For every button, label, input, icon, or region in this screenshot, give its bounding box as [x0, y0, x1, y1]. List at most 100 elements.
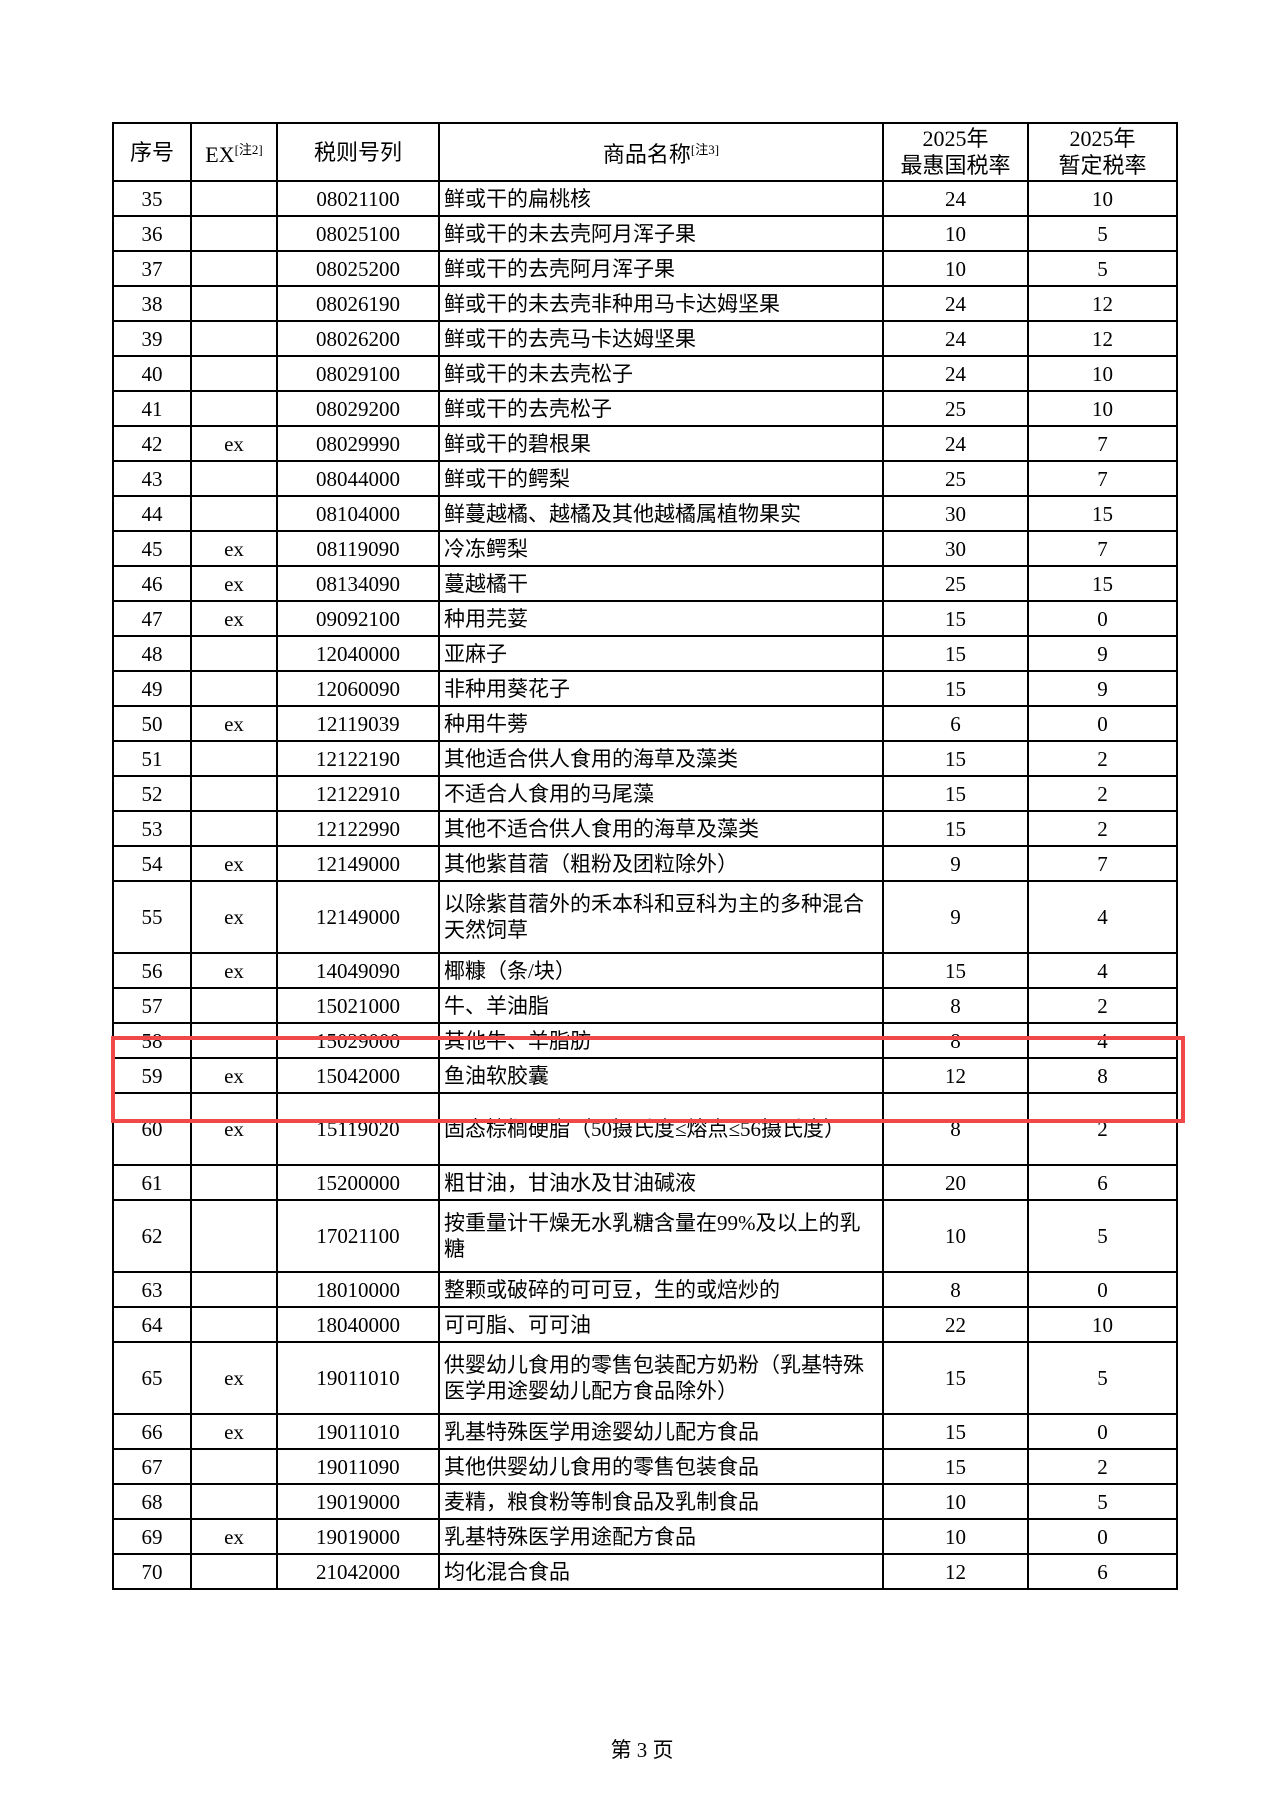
cell-code: 12119039 [276, 705, 440, 742]
cell-mfn: 15 [882, 1341, 1029, 1415]
table-row: 41 08029200 鲜或干的去壳松子 25 10 [112, 390, 1178, 427]
cell-mfn: 15 [882, 775, 1029, 812]
table-row: 45 ex 08119090 冷冻鳄梨 30 7 [112, 530, 1178, 567]
cell-mfn: 10 [882, 1483, 1029, 1520]
cell-ex: ex [190, 1413, 278, 1450]
cell-ex [190, 460, 278, 497]
table-row: 50 ex 12119039 种用牛蒡 6 0 [112, 705, 1178, 742]
cell-ex [190, 635, 278, 672]
cell-ex [190, 987, 278, 1024]
cell-prov: 15 [1027, 565, 1178, 602]
header-code: 税则号列 [276, 122, 440, 182]
cell-name: 椰糠（条/块） [438, 952, 884, 989]
cell-mfn: 30 [882, 495, 1029, 532]
cell-code: 08119090 [276, 530, 440, 567]
cell-mfn: 30 [882, 530, 1029, 567]
cell-name: 整颗或破碎的可可豆，生的或焙炒的 [438, 1271, 884, 1308]
cell-prov: 10 [1027, 1306, 1178, 1343]
cell-code: 08044000 [276, 460, 440, 497]
cell-code: 15021000 [276, 987, 440, 1024]
cell-code: 15200000 [276, 1164, 440, 1201]
cell-seq: 70 [112, 1553, 192, 1590]
cell-mfn: 8 [882, 1271, 1029, 1308]
cell-prov: 5 [1027, 1483, 1178, 1520]
table-row: 55 ex 12149000 以除紫苜蓿外的禾本科和豆科为主的多种混合天然饲草 9 4 [112, 880, 1178, 954]
cell-prov: 5 [1027, 250, 1178, 287]
cell-prov: 12 [1027, 285, 1178, 322]
cell-mfn: 25 [882, 565, 1029, 602]
cell-name: 鲜或干的鳄梨 [438, 460, 884, 497]
header-provisional: 2025年 暂定税率 [1027, 122, 1178, 182]
cell-name: 冷冻鳄梨 [438, 530, 884, 567]
cell-prov: 0 [1027, 1413, 1178, 1450]
cell-ex [190, 250, 278, 287]
header-seq: 序号 [112, 122, 192, 182]
cell-prov: 5 [1027, 215, 1178, 252]
cell-name: 其他适合供人食用的海草及藻类 [438, 740, 884, 777]
table-row: 69 ex 19019000 乳基特殊医学用途配方食品 10 0 [112, 1518, 1178, 1555]
table-row: 61 15200000 粗甘油，甘油水及甘油碱液 20 6 [112, 1164, 1178, 1201]
table-row: 63 18010000 整颗或破碎的可可豆，生的或焙炒的 8 0 [112, 1271, 1178, 1308]
cell-prov: 0 [1027, 1518, 1178, 1555]
cell-seq: 45 [112, 530, 192, 567]
cell-code: 08029990 [276, 425, 440, 462]
cell-prov: 0 [1027, 1271, 1178, 1308]
cell-ex [190, 1553, 278, 1590]
cell-ex [190, 1306, 278, 1343]
cell-prov: 7 [1027, 425, 1178, 462]
cell-name: 按重量计干燥无水乳糖含量在99%及以上的乳糖 [438, 1199, 884, 1273]
cell-prov: 9 [1027, 670, 1178, 707]
cell-seq: 65 [112, 1341, 192, 1415]
cell-seq: 69 [112, 1518, 192, 1555]
cell-name: 不适合人食用的马尾藻 [438, 775, 884, 812]
table-row: 57 15021000 牛、羊油脂 8 2 [112, 987, 1178, 1024]
cell-name: 亚麻子 [438, 635, 884, 672]
cell-prov: 2 [1027, 740, 1178, 777]
cell-code: 18040000 [276, 1306, 440, 1343]
cell-ex [190, 285, 278, 322]
cell-ex [190, 740, 278, 777]
cell-seq: 42 [112, 425, 192, 462]
cell-mfn: 15 [882, 670, 1029, 707]
cell-ex [190, 355, 278, 392]
note-3: [注3] [690, 142, 720, 157]
cell-name: 鲜或干的去壳松子 [438, 390, 884, 427]
cell-seq: 68 [112, 1483, 192, 1520]
table-row: 58 15029000 其他牛、羊脂肪 8 4 [112, 1022, 1178, 1059]
cell-seq: 37 [112, 250, 192, 287]
table-header: 序号 EX[注2] 税则号列 商品名称[注3] 2025年 最惠国税率 2025年… [112, 122, 1178, 182]
cell-seq: 44 [112, 495, 192, 532]
header-name: 商品名称[注3] [438, 122, 884, 182]
cell-prov: 15 [1027, 495, 1178, 532]
cell-seq: 40 [112, 355, 192, 392]
cell-mfn: 9 [882, 845, 1029, 882]
cell-name: 鲜或干的去壳马卡达姆坚果 [438, 320, 884, 357]
cell-prov: 8 [1027, 1057, 1178, 1094]
cell-prov: 7 [1027, 845, 1178, 882]
cell-code: 12122190 [276, 740, 440, 777]
cell-prov: 4 [1027, 880, 1178, 954]
cell-name: 乳基特殊医学用途配方食品 [438, 1518, 884, 1555]
cell-ex: ex [190, 1057, 278, 1094]
cell-seq: 62 [112, 1199, 192, 1273]
cell-seq: 64 [112, 1306, 192, 1343]
cell-name: 鲜或干的去壳阿月浑子果 [438, 250, 884, 287]
cell-seq: 57 [112, 987, 192, 1024]
cell-code: 08026200 [276, 320, 440, 357]
cell-mfn: 15 [882, 952, 1029, 989]
table-row: 67 19011090 其他供婴幼儿食用的零售包装食品 15 2 [112, 1448, 1178, 1485]
table-row: 37 08025200 鲜或干的去壳阿月浑子果 10 5 [112, 250, 1178, 287]
cell-code: 08026190 [276, 285, 440, 322]
cell-mfn: 22 [882, 1306, 1029, 1343]
cell-mfn: 20 [882, 1164, 1029, 1201]
cell-name: 鲜或干的未去壳阿月浑子果 [438, 215, 884, 252]
cell-name: 种用牛蒡 [438, 705, 884, 742]
cell-seq: 36 [112, 215, 192, 252]
cell-code: 09092100 [276, 600, 440, 637]
cell-prov: 9 [1027, 635, 1178, 672]
cell-mfn: 8 [882, 987, 1029, 1024]
cell-prov: 6 [1027, 1553, 1178, 1590]
table-row: 39 08026200 鲜或干的去壳马卡达姆坚果 24 12 [112, 320, 1178, 357]
cell-code: 14049090 [276, 952, 440, 989]
cell-code: 12122990 [276, 810, 440, 847]
